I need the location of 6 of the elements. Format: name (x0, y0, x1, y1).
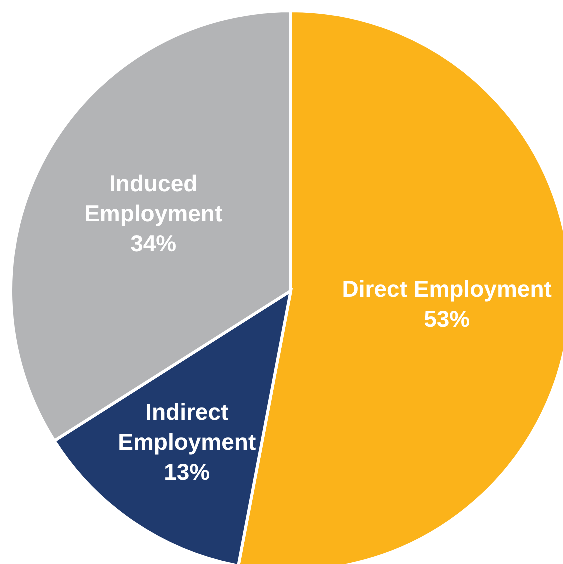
slice-label: Induced Employment (84, 170, 223, 227)
data-label: 13% (164, 458, 210, 485)
data-label: 34% (130, 230, 177, 257)
slice-label: Direct Employment (342, 276, 552, 302)
slice-label: Indirect Employment (118, 398, 256, 455)
data-label: 53% (424, 306, 470, 332)
